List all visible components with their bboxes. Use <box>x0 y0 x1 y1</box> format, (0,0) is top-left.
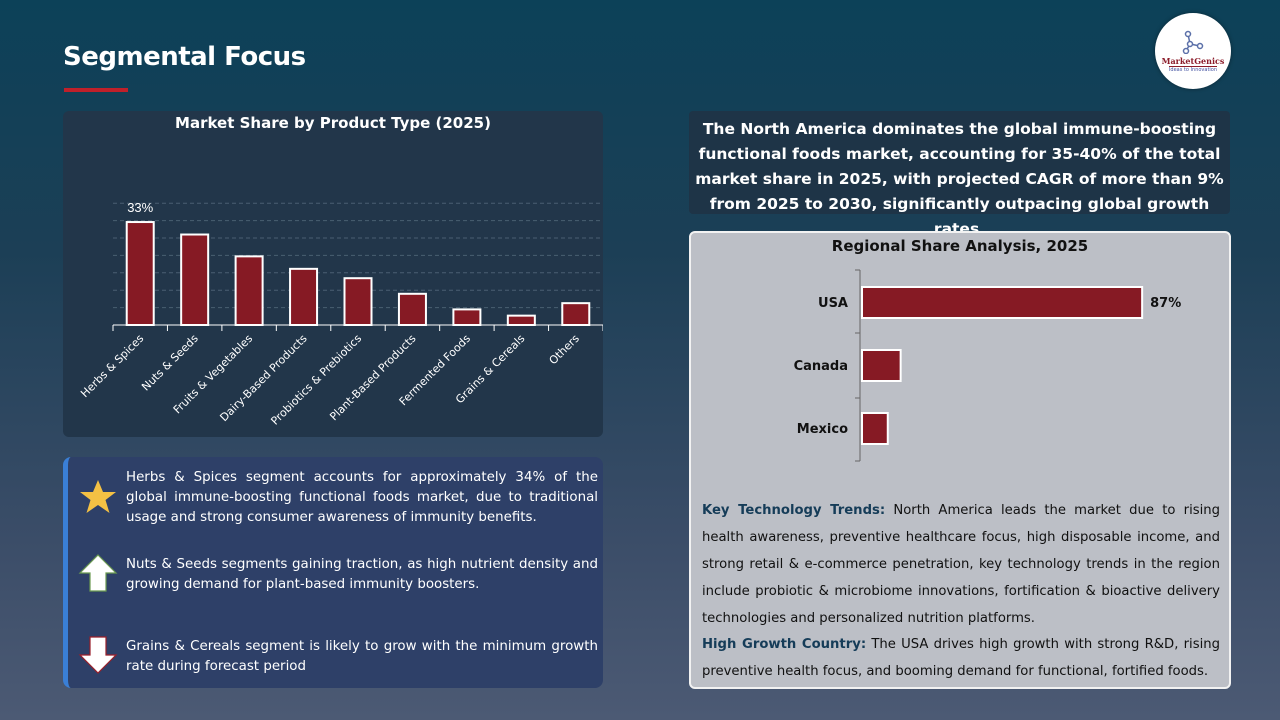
bar-canada <box>861 349 902 382</box>
x-tick-label: Nuts & Seeds <box>139 332 201 394</box>
y-tick-label: Canada <box>794 359 848 374</box>
x-tick-label: Others <box>547 332 583 368</box>
high-growth-country: High Growth Country: The USA drives high… <box>702 631 1220 685</box>
growth-label: High Growth Country: <box>702 637 867 652</box>
y-tick-label: Mexico <box>797 422 848 437</box>
key-technology-trends: Key Technology Trends: North America lea… <box>702 497 1220 632</box>
logo-name: MarketGenics <box>1161 55 1225 66</box>
bar-herbs-spices <box>125 221 155 326</box>
arrow-down-icon <box>78 636 118 674</box>
product-type-chart: 33% Herbs & Spices Nuts & Seeds Fruits & Ve… <box>63 111 603 437</box>
bar-nuts-seeds <box>180 233 210 326</box>
star-icon <box>80 480 116 513</box>
logo: MarketGenics Ideas to Innovation <box>1155 13 1231 89</box>
regional-share-panel: USA 87% Canada Mexico Regional Share Analys… <box>689 231 1231 689</box>
data-label: 87% <box>1150 296 1181 311</box>
bar-fruits-vegetables <box>234 255 264 326</box>
summary-box: The North America dominates the global i… <box>689 111 1230 238</box>
bar-mexico <box>861 412 889 445</box>
bar-plant-based-products <box>397 292 427 327</box>
x-tick-label: Herbs & Spices <box>78 332 146 400</box>
bar-grains-cereals <box>506 314 536 326</box>
bar-dairy-based-products <box>289 267 319 326</box>
arrow-up-icon <box>78 554 118 592</box>
growth-text: The USA drives high growth with strong R… <box>702 637 1220 679</box>
trends-text: North America leads the market due to ri… <box>702 503 1220 626</box>
page-title: Segmental Focus <box>63 42 306 72</box>
bar-fermented-foods <box>452 308 482 326</box>
insight-1: Herbs & Spices segment accounts for appr… <box>126 470 598 525</box>
trends-label: Key Technology Trends: <box>702 503 886 518</box>
bar-usa <box>861 286 1144 319</box>
insight-2: Nuts & Seeds segments gaining traction, … <box>126 557 598 592</box>
logo-tagline: Ideas to Innovation <box>1168 65 1218 73</box>
molecule-icon <box>1182 30 1204 54</box>
bar-probiotics-prebiotics <box>343 277 373 326</box>
bar-others <box>561 302 591 327</box>
chart-title: Market Share by Product Type (2025) <box>175 114 491 132</box>
insight-3: Grains & Cereals segment is likely to gr… <box>126 639 598 674</box>
y-tick-label: USA <box>818 296 848 311</box>
insights-panel: Herbs & Spices segment accounts for appr… <box>63 457 603 688</box>
x-tick-label: Probiotics & Prebiotics <box>268 332 364 428</box>
title-underline <box>64 88 128 92</box>
data-label: 33% <box>127 200 153 215</box>
regional-chart-title: Regional Share Analysis, 2025 <box>831 237 1089 255</box>
regional-share-chart-svg: USA 87% Canada Mexico <box>794 269 1181 462</box>
